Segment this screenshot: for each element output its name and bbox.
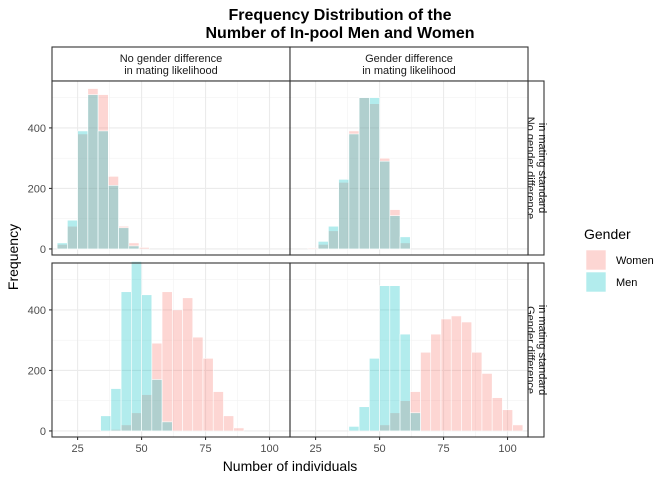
x-tick-label: 50: [373, 443, 385, 455]
chart-title-line-2: Number of In-pool Men and Women: [205, 25, 474, 42]
histogram-bar-women: [202, 358, 214, 432]
histogram-bar-women: [471, 351, 483, 432]
panel-background: [290, 81, 528, 255]
histogram-bar-women: [223, 415, 234, 432]
histogram-bar-men: [97, 130, 109, 250]
histogram-bar-women: [481, 373, 493, 432]
legend-key-women: [585, 249, 607, 271]
x-tick-label: 100: [498, 443, 516, 455]
histogram-bar-women: [430, 333, 442, 432]
x-tick-label: 75: [199, 443, 211, 455]
y-tick-label: 400: [28, 123, 46, 135]
histogram-bar-men: [151, 379, 163, 432]
column-strip-label: Gender difference: [365, 53, 453, 65]
column-strip-label: No gender difference: [120, 53, 223, 65]
histogram-bar-men: [369, 97, 380, 250]
histogram-bar-men: [399, 333, 411, 432]
legend: Gender Women Men: [584, 226, 654, 293]
histogram-bar-men: [317, 241, 329, 250]
histogram-bar-men: [141, 294, 153, 432]
column-strip-label: in mating likelihood: [124, 65, 218, 77]
histogram-bar-women: [212, 391, 224, 432]
histogram-bar-women: [512, 424, 524, 432]
y-axis-title: Frequency: [5, 224, 21, 290]
panel-background: [290, 263, 528, 437]
histogram-bar-women: [461, 321, 472, 432]
panel-border: [289, 80, 529, 256]
histogram-bar-women: [233, 427, 245, 432]
histogram-bar-men: [128, 245, 140, 250]
histogram-bar-women: [192, 336, 204, 432]
x-tick-label: 25: [71, 443, 83, 455]
histogram-bar-men: [389, 215, 401, 250]
x-tick-label: 25: [309, 443, 321, 455]
y-tick-label: 200: [28, 183, 46, 195]
histogram-bar-men: [56, 242, 68, 250]
histogram-bar-women: [502, 409, 513, 432]
column-strip-1: [51, 46, 291, 82]
y-tick-label: 200: [28, 365, 46, 377]
histogram-bar-men: [338, 179, 350, 250]
column-strip-2: [289, 46, 529, 82]
histogram-bar-men: [369, 358, 380, 432]
panel-border: [289, 262, 529, 438]
histogram-bar-men: [118, 227, 130, 250]
histogram-bar-men: [389, 285, 401, 432]
histogram-bar-women: [138, 247, 150, 250]
column-strip-label: in mating likelihood: [362, 65, 456, 77]
histogram-bar-men: [110, 388, 122, 432]
histogram-bar-women: [450, 315, 462, 432]
histogram-bar-men: [399, 236, 411, 250]
histogram-bar-women: [182, 297, 194, 432]
histogram-bar-men: [161, 421, 173, 432]
chart-title-line-1: Frequency Distribution of the: [228, 7, 451, 24]
y-tick-label: 400: [28, 305, 46, 317]
histogram-bar-men: [358, 97, 370, 250]
histogram-bar-men: [120, 291, 132, 432]
histogram-bar-women: [491, 397, 503, 432]
legend-key-background: [585, 271, 607, 293]
histogram-bar-women: [171, 309, 183, 432]
row-strip-label: in mating standard: [536, 305, 548, 396]
histogram-bar-women: [440, 318, 452, 432]
histogram-bar-men: [77, 130, 89, 250]
legend-key-men: [585, 271, 607, 293]
histogram-bar-women: [307, 247, 319, 250]
histogram-bar-men: [379, 285, 391, 432]
y-tick-label: 0: [40, 244, 46, 256]
x-tick-label: 50: [135, 443, 147, 455]
histogram-bar-men: [100, 415, 112, 432]
histogram-bar-men: [131, 261, 142, 432]
x-axis-title: Number of individuals: [223, 458, 358, 474]
histogram-bar-men: [87, 94, 99, 250]
legend-title: Gender: [584, 226, 631, 242]
row-strip-label: in mating standard: [536, 123, 548, 214]
x-tick-label: 75: [437, 443, 449, 455]
histogram-bar-men: [358, 406, 370, 432]
histogram-bar-men: [379, 160, 391, 250]
legend-key-background: [585, 249, 607, 271]
panel-background: [52, 81, 290, 255]
histogram-bar-men: [348, 133, 360, 250]
histogram-bar-men: [108, 185, 119, 250]
legend-label-women: Women: [616, 255, 654, 267]
histogram-bar-men: [67, 219, 78, 250]
histogram-bar-men: [409, 412, 421, 432]
x-tick-label: 100: [260, 443, 278, 455]
histogram-bar-men: [348, 426, 360, 432]
legend-label-men: Men: [616, 277, 637, 289]
y-tick-label: 0: [40, 426, 46, 438]
histogram-bar-men: [328, 225, 339, 250]
histogram-bar-women: [161, 291, 173, 432]
histogram-bar-women: [420, 351, 432, 432]
